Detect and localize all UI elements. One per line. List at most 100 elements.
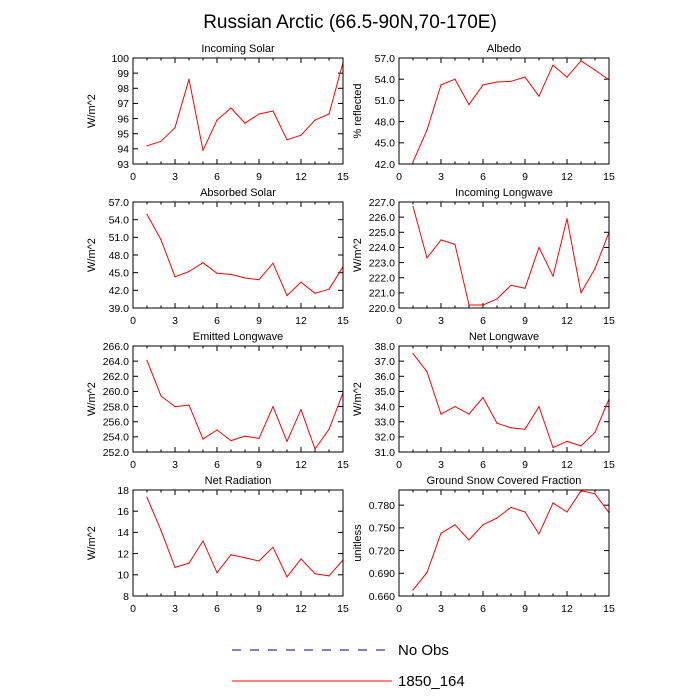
data-point [468, 304, 470, 306]
data-point [566, 218, 568, 220]
data-point [538, 533, 540, 535]
y-tick-label: 14 [117, 527, 129, 539]
x-tick-label: 6 [480, 171, 486, 183]
legend-1850-164-label: 1850_164 [398, 673, 465, 690]
y-tick-label: 258.0 [103, 401, 129, 413]
y-tick-label: 8 [123, 591, 129, 603]
x-tick-label: 9 [522, 171, 528, 183]
panel-net-longwave: Net Longwave W/m^2 0 3 6 9 12 15 31.0 32.0 33.0 34.… [352, 331, 615, 471]
x-tick-label: 12 [295, 459, 307, 471]
data-point [552, 502, 554, 504]
x-tick-label: 3 [172, 315, 178, 327]
x-tick-label: 3 [172, 171, 178, 183]
data-point [188, 270, 190, 273]
data-point [300, 281, 302, 283]
y-axis-label: % reflected [352, 83, 364, 138]
x-tick-label: 6 [214, 603, 220, 615]
data-point [594, 493, 596, 495]
y-tick-label: 227.0 [369, 197, 395, 209]
y-tick-label: 37.0 [375, 356, 396, 368]
data-point [258, 437, 260, 439]
y-tick-label: 34.0 [375, 401, 396, 413]
data-point [496, 298, 498, 300]
plot-frame [398, 57, 610, 165]
y-tick-label: 95 [117, 129, 129, 141]
y-tick-label: 33.0 [375, 417, 396, 429]
data-point [552, 446, 554, 449]
data-point [510, 427, 512, 429]
data-point [272, 546, 274, 548]
data-point [594, 268, 596, 270]
x-tick-label: 9 [256, 459, 262, 471]
data-point [174, 406, 176, 408]
data-point [524, 511, 526, 513]
data-point [594, 431, 596, 433]
x-tick-label: 12 [561, 315, 573, 327]
y-tick-label: 16 [117, 506, 129, 518]
x-tick-label: 6 [214, 459, 220, 471]
data-point [510, 506, 512, 508]
x-tick-label: 6 [214, 315, 220, 327]
data-point [440, 413, 442, 415]
data-point [454, 406, 456, 408]
panel-title: Incoming Longwave [455, 187, 553, 199]
data-point [202, 149, 204, 151]
y-tick-label: 51.0 [375, 95, 396, 107]
x-tick-label: 9 [256, 603, 262, 615]
series-line [412, 60, 610, 163]
data-point [272, 262, 274, 264]
data-point [496, 517, 498, 519]
x-tick-label: 12 [295, 603, 307, 615]
data-point [328, 428, 330, 430]
x-tick-label: 12 [561, 171, 573, 183]
x-tick-label: 9 [256, 171, 262, 183]
y-tick-label: 10 [117, 570, 129, 582]
x-tick-label: 3 [438, 315, 444, 327]
x-tick-label: 12 [295, 171, 307, 183]
data-point [188, 78, 190, 80]
y-tick-label: 220.0 [369, 303, 395, 315]
x-tick-label: 0 [130, 171, 136, 183]
data-point [524, 428, 526, 430]
x-tick-label: 3 [172, 459, 178, 471]
x-tick-label: 3 [438, 459, 444, 471]
data-point [580, 292, 582, 294]
data-point [328, 113, 330, 115]
plot-frame [132, 57, 344, 165]
y-tick-label: 260.0 [103, 386, 129, 398]
x-tick-label: 9 [522, 603, 528, 615]
data-point [146, 359, 148, 361]
panel-title: Net Radiation [205, 475, 272, 487]
y-tick-label: 256.0 [103, 417, 129, 429]
series-line [146, 214, 344, 297]
data-point [216, 572, 218, 574]
y-tick-label: 96 [117, 113, 129, 125]
series-line [412, 353, 610, 448]
data-point [244, 277, 246, 279]
data-point [174, 276, 176, 278]
x-tick-label: 15 [603, 315, 615, 327]
data-point [566, 440, 568, 442]
y-tick-label: 32.0 [375, 432, 396, 444]
data-point [440, 239, 442, 241]
y-tick-label: 262.0 [103, 371, 129, 383]
data-point [286, 576, 288, 578]
data-point [496, 422, 498, 424]
x-tick-label: 0 [396, 315, 402, 327]
x-tick-label: 3 [438, 171, 444, 183]
data-point [314, 573, 316, 575]
data-point [426, 129, 428, 131]
data-point [328, 288, 330, 290]
x-tick-label: 15 [337, 315, 349, 327]
data-point [412, 161, 414, 163]
x-tick-label: 6 [480, 459, 486, 471]
data-point [202, 438, 204, 440]
data-point [412, 353, 414, 355]
y-tick-label: 100 [111, 53, 129, 65]
x-tick-label: 12 [561, 459, 573, 471]
data-point [580, 60, 582, 62]
y-tick-label: 224.0 [369, 242, 395, 254]
data-point [482, 396, 484, 399]
